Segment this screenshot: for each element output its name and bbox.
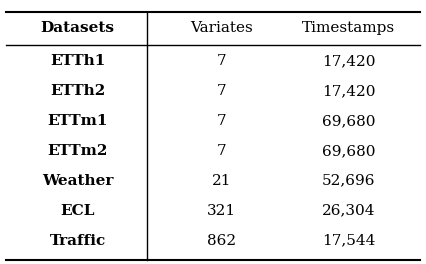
Text: ETTh2: ETTh2	[50, 84, 105, 98]
Text: 7: 7	[217, 144, 226, 158]
Text: 69,680: 69,680	[322, 114, 375, 128]
Text: 52,696: 52,696	[322, 174, 375, 188]
Text: Timestamps: Timestamps	[302, 21, 395, 35]
Text: ETTm2: ETTm2	[47, 144, 108, 158]
Text: 7: 7	[217, 54, 226, 68]
Text: 21: 21	[212, 174, 231, 188]
Text: 7: 7	[217, 84, 226, 98]
Text: 26,304: 26,304	[322, 204, 375, 218]
Text: 17,420: 17,420	[322, 84, 375, 98]
Text: Datasets: Datasets	[40, 21, 115, 35]
Text: 862: 862	[207, 234, 236, 248]
Text: Traffic: Traffic	[49, 234, 106, 248]
Text: 321: 321	[207, 204, 236, 218]
Text: ECL: ECL	[60, 204, 95, 218]
Text: ETTh1: ETTh1	[50, 54, 105, 68]
Text: 69,680: 69,680	[322, 144, 375, 158]
Text: 17,544: 17,544	[322, 234, 375, 248]
Text: 17,420: 17,420	[322, 54, 375, 68]
Text: Variates: Variates	[190, 21, 253, 35]
Text: ETTm1: ETTm1	[47, 114, 108, 128]
Text: Weather: Weather	[42, 174, 113, 188]
Text: 7: 7	[217, 114, 226, 128]
